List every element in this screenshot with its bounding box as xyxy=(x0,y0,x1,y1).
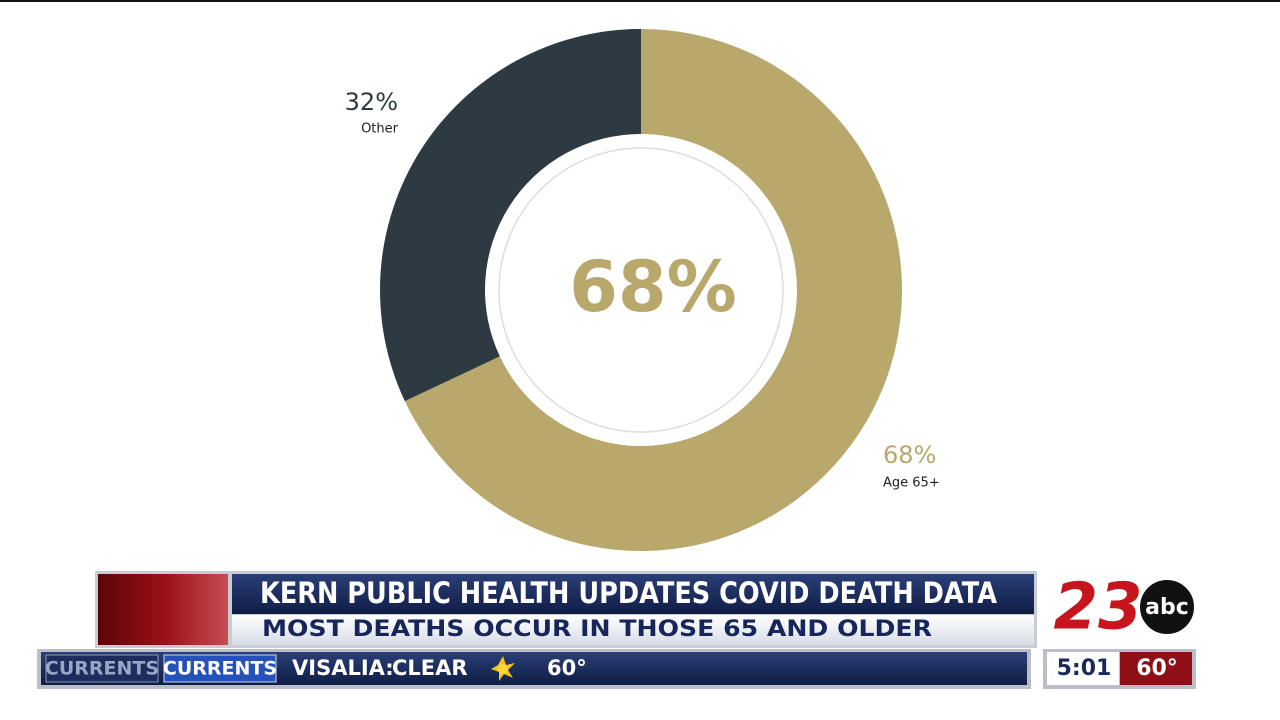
headline-bar xyxy=(232,574,1034,614)
tab-label: CURRENTS xyxy=(163,658,277,680)
donut-segment xyxy=(380,29,641,402)
station-logo: 23 abc xyxy=(1052,569,1196,646)
headline: KERN PUBLIC HEALTH UPDATES COVID DEATH D… xyxy=(260,576,997,610)
value-label: 68% xyxy=(883,441,936,469)
donut-chart: 68% Age 65+ 32% Other 68% xyxy=(345,29,940,551)
tab xyxy=(45,654,159,683)
temp-box xyxy=(1120,652,1192,685)
ticker-temperature: 60° xyxy=(547,656,587,680)
value-label: 32% xyxy=(345,88,398,116)
logo-network: abc xyxy=(1145,595,1189,620)
top-border xyxy=(0,0,1280,2)
category-label: Other xyxy=(361,122,399,137)
red-panel xyxy=(98,574,228,645)
clock-box xyxy=(1047,652,1119,685)
clock-time: 5:01 xyxy=(1057,656,1112,681)
category-label: Age 65+ xyxy=(883,476,940,491)
ticker-condition: CLEAR xyxy=(392,656,468,680)
logo-number: 23 xyxy=(1053,571,1142,645)
sun-icon xyxy=(491,656,515,681)
lower-third: KERN PUBLIC HEALTH UPDATES COVID DEATH D… xyxy=(37,569,1196,689)
tab-active xyxy=(163,654,277,683)
logo-circle xyxy=(1138,578,1196,636)
subhead-bar xyxy=(232,615,1034,645)
subhead: MOST DEATHS OCCUR IN THOSE 65 AND OLDER xyxy=(262,617,932,642)
center-label: 68% xyxy=(569,246,737,328)
clock-temperature: 60° xyxy=(1136,656,1178,681)
tab-label: CURRENTS xyxy=(45,658,159,680)
inner-ring xyxy=(498,147,784,433)
ticker-city: VISALIA: xyxy=(292,656,394,680)
donut-segment xyxy=(404,29,902,551)
